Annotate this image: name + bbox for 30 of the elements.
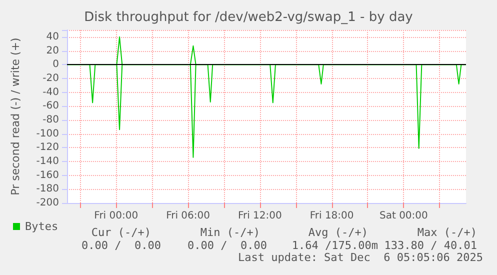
chart-title: Disk throughput for /dev/web2-vg/swap_1 - by day [84,10,414,25]
y-tick-label: -40 [42,86,59,98]
y-tick-label: -20 [42,72,59,84]
y-tick-label: 20 [46,45,59,56]
y-tick-label: -180 [36,184,59,195]
text: 0.00 / 0.00 [82,239,162,252]
y-tick-label: -80 [42,114,59,126]
y-tick-label: -200 [36,198,59,208]
text: Avg (-/+) [308,226,368,239]
text: 0.00 / 0.00 [188,239,268,252]
x-tick-label: Fri 00:00 [94,210,138,222]
text: Cur (-/+) [91,226,152,239]
y-tick-label: -160 [36,170,59,181]
x-tick-label: Fri 12:00 [238,210,282,222]
text: 133.80 / 40.01 [384,239,478,252]
y-tick-label: -60 [42,100,59,112]
text: Last update: Sat Dec 6 05:05:06 2025 [238,251,484,264]
y-tick-label: 40 [46,31,59,42]
x-tick-label: Sat 00:00 [379,210,428,222]
y-tick-label: 0 [52,59,59,70]
text: Min (-/+) [200,226,260,239]
y-tick-label: -120 [36,142,59,154]
x-tick-label: Fri 06:00 [166,210,210,222]
text: 1.64 /175.00m [292,239,378,252]
y-tick-label: -140 [36,156,59,167]
y-axis-title: Pr second read (-) / write (+) [9,38,22,196]
text: Max (-/+) [417,226,478,239]
y-tick-label: -100 [36,128,59,140]
x-tick-label: Fri 18:00 [310,210,354,222]
legend-label: Bytes [25,220,58,233]
